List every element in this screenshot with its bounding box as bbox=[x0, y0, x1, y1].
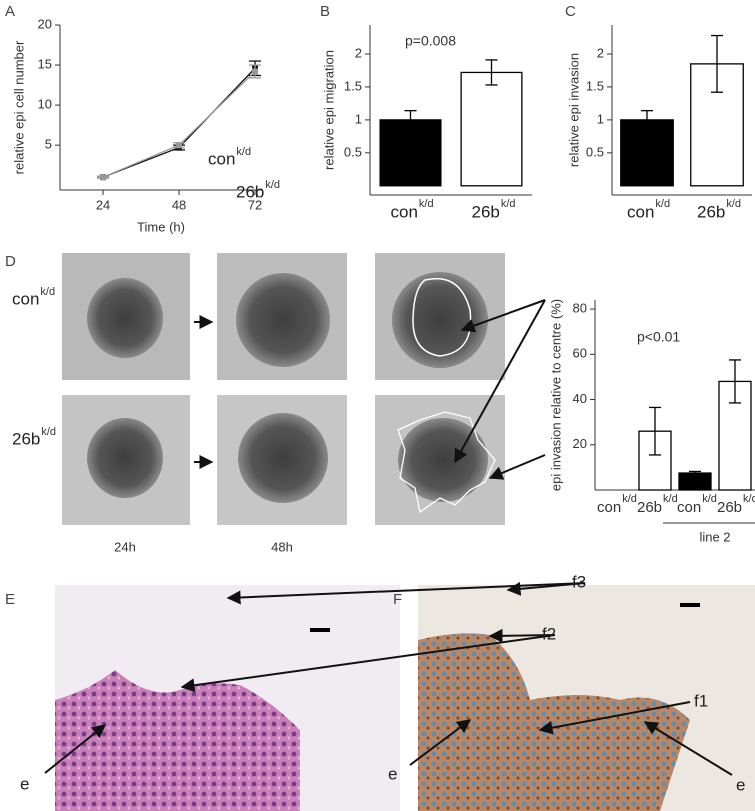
marker bbox=[100, 174, 107, 181]
x-tick-label: con bbox=[597, 499, 621, 516]
panel-letter: B bbox=[320, 3, 330, 20]
x-tick-label: 26b bbox=[697, 202, 725, 221]
group-label: line 2 bbox=[699, 529, 730, 544]
x-tick-label: con bbox=[391, 202, 418, 221]
spheroid bbox=[392, 272, 488, 368]
series-label: 26b bbox=[236, 182, 264, 201]
y-tick-label: 60 bbox=[573, 346, 587, 361]
x-tick-label-sup: k/d bbox=[702, 493, 717, 505]
arrow bbox=[454, 299, 546, 464]
scale-bar bbox=[680, 603, 700, 607]
x-tick-label: 26b bbox=[472, 202, 500, 221]
y-tick-label: 1.5 bbox=[586, 78, 604, 93]
spheroid bbox=[238, 413, 328, 503]
x-tick-label-sup: k/d bbox=[743, 493, 755, 505]
x-tick-label: con bbox=[677, 499, 701, 516]
arrow bbox=[226, 582, 586, 605]
photo-grid bbox=[62, 253, 546, 525]
x-axis-label: Time (h) bbox=[137, 219, 185, 234]
tissue bbox=[55, 670, 300, 811]
y-tick-label: 1 bbox=[597, 111, 604, 126]
x-tick-label-sup: k/d bbox=[419, 198, 434, 210]
spheroid bbox=[398, 418, 488, 502]
row-label: con bbox=[12, 289, 39, 308]
tissue-label: e bbox=[736, 775, 745, 794]
x-tick-label-sup: k/d bbox=[622, 493, 637, 505]
y-tick-label: 2 bbox=[597, 45, 604, 60]
arrow bbox=[409, 719, 472, 766]
x-tick-label-sup: k/d bbox=[655, 198, 670, 210]
y-tick-label: 1.5 bbox=[344, 78, 362, 93]
y-tick-label: 20 bbox=[573, 436, 587, 451]
arrow bbox=[488, 454, 546, 480]
bar bbox=[678, 472, 712, 491]
x-tick-label: 48 bbox=[172, 197, 186, 212]
panel-letter: E bbox=[5, 591, 15, 608]
x-tick-label-sup: k/d bbox=[663, 493, 678, 505]
tissue-label: e bbox=[388, 764, 397, 783]
x-tick-label: 72 bbox=[248, 197, 262, 212]
time-label: 48h bbox=[271, 539, 293, 554]
x-tick-label: 26b bbox=[717, 499, 742, 516]
row-label-sup: k/d bbox=[40, 286, 55, 298]
bar bbox=[460, 71, 523, 187]
panel-letter: A bbox=[5, 3, 15, 20]
x-tick-label: 24 bbox=[96, 197, 110, 212]
annotation: p<0.01 bbox=[637, 329, 680, 345]
tissue-label: f3 bbox=[572, 572, 586, 591]
outline bbox=[412, 277, 472, 357]
y-axis-label: relative epi invasion bbox=[566, 53, 581, 167]
y-tick-label: 5 bbox=[45, 137, 52, 152]
y-tick-label: 40 bbox=[573, 391, 587, 406]
series-label-sup: k/d bbox=[265, 179, 280, 191]
y-tick-label: 1 bbox=[355, 111, 362, 126]
y-tick-label: 0.5 bbox=[586, 144, 604, 159]
panel-letter: D bbox=[5, 253, 16, 270]
bar bbox=[620, 119, 674, 187]
annotation: p=0.008 bbox=[405, 33, 456, 49]
y-axis-label: epi invasion relative to centre (%) bbox=[548, 299, 563, 491]
arrow bbox=[460, 299, 546, 333]
spheroid bbox=[87, 418, 163, 498]
outline bbox=[397, 411, 496, 514]
row-label-sup: k/d bbox=[41, 426, 56, 438]
series-label: con bbox=[208, 149, 235, 168]
tissue-images bbox=[44, 581, 755, 811]
spheroid bbox=[236, 273, 330, 367]
y-tick-label: 20 bbox=[38, 16, 52, 31]
x-tick-label-sup: k/d bbox=[726, 198, 741, 210]
scale-bar bbox=[310, 628, 330, 632]
series-label-sup: k/d bbox=[236, 146, 251, 158]
y-tick-label: 0.5 bbox=[344, 144, 362, 159]
arrow bbox=[488, 628, 556, 643]
arrow bbox=[538, 701, 691, 735]
tissue bbox=[418, 633, 690, 811]
time-label: 24h bbox=[114, 539, 136, 554]
y-axis-label: relative epi migration bbox=[321, 50, 336, 170]
row-label: 26b bbox=[12, 429, 40, 448]
y-tick-label: 80 bbox=[573, 300, 587, 315]
arrow bbox=[180, 634, 556, 693]
y-tick-label: 10 bbox=[38, 97, 52, 112]
y-axis-label: relative epi cell number bbox=[11, 40, 26, 174]
spheroid bbox=[87, 278, 163, 358]
y-tick-label: 2 bbox=[355, 45, 362, 60]
arrow bbox=[643, 721, 733, 776]
marker bbox=[252, 68, 259, 75]
tissue-label: f2 bbox=[542, 624, 556, 643]
arrow bbox=[506, 581, 586, 596]
arrow bbox=[44, 724, 107, 774]
panel-letter: C bbox=[565, 3, 576, 20]
x-tick-label: con bbox=[627, 202, 654, 221]
tissue-label: e bbox=[20, 774, 29, 793]
panel-letter: F bbox=[393, 591, 402, 608]
bar bbox=[379, 119, 442, 187]
x-tick-label: 26b bbox=[637, 499, 662, 516]
marker bbox=[176, 142, 183, 149]
x-tick-label-sup: k/d bbox=[501, 198, 516, 210]
y-tick-label: 15 bbox=[38, 56, 52, 71]
tissue-label: f1 bbox=[694, 691, 708, 710]
